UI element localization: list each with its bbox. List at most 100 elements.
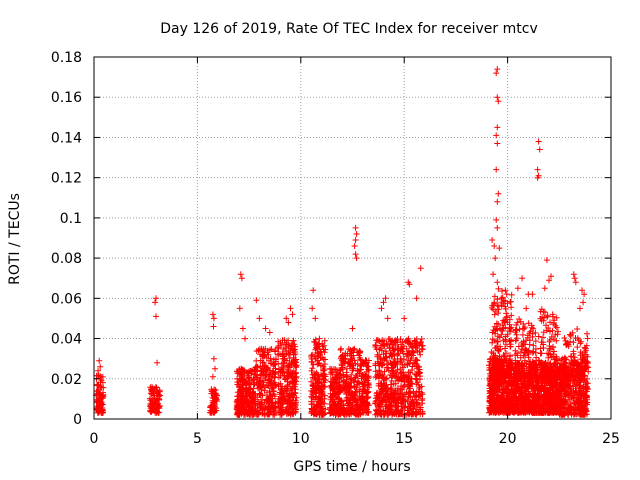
data-point (243, 381, 250, 388)
data-point (332, 366, 338, 373)
data-point (153, 295, 159, 302)
data-point (360, 397, 367, 404)
data-point (313, 393, 319, 400)
data-point (359, 393, 366, 400)
data-point (340, 355, 347, 362)
data-point (151, 404, 158, 411)
data-point (265, 377, 272, 384)
data-point (349, 325, 356, 332)
data-point (272, 347, 279, 354)
data-point (210, 355, 217, 362)
data-point (209, 373, 216, 380)
data-point (337, 404, 344, 410)
data-point (289, 397, 296, 404)
data-point (153, 313, 159, 320)
data-point (264, 347, 271, 354)
y-axis-label: ROTI / TECUs (7, 193, 23, 285)
data-point (285, 372, 292, 378)
data-point (253, 297, 260, 304)
data-point (327, 393, 334, 400)
data-point (351, 243, 358, 249)
data-point (309, 359, 316, 366)
data-point (285, 408, 292, 414)
data-point (209, 397, 216, 404)
data-point (210, 323, 217, 330)
x-tick-label: 15 (395, 431, 413, 447)
data-point (247, 399, 254, 406)
data-point (262, 375, 269, 381)
data-point (315, 340, 322, 347)
data-point (99, 409, 106, 416)
data-point (315, 372, 322, 379)
y-tick-label: 0.04 (51, 332, 82, 348)
data-point (239, 403, 246, 410)
data-point (365, 402, 372, 409)
data-point (282, 341, 288, 348)
data-point (362, 404, 369, 411)
data-point (242, 378, 249, 385)
data-point (275, 383, 282, 390)
data-point (359, 407, 366, 414)
data-point (352, 237, 359, 243)
data-point (210, 315, 217, 322)
data-point (353, 397, 360, 404)
data-point (271, 409, 278, 416)
data-point (260, 379, 267, 386)
data-point (309, 394, 315, 401)
data-point (381, 357, 387, 364)
data-point (262, 325, 269, 332)
x-tick-label: 10 (292, 431, 310, 447)
data-point (343, 374, 350, 381)
data-point (153, 395, 160, 402)
data-point (250, 397, 257, 404)
data-point (309, 382, 316, 388)
data-point (234, 368, 240, 375)
data-point (321, 392, 328, 399)
x-tick-label: 0 (90, 431, 99, 447)
data-point (327, 371, 334, 378)
data-point (258, 372, 264, 379)
data-point (243, 407, 250, 414)
data-point (365, 389, 371, 396)
data-point (310, 401, 317, 408)
data-point (263, 396, 270, 403)
data-point (331, 390, 338, 397)
data-point (318, 379, 325, 386)
data-point (290, 379, 297, 386)
data-point (375, 375, 382, 382)
data-point (290, 368, 297, 374)
data-point (289, 311, 296, 318)
data-point (275, 360, 282, 367)
data-point (265, 411, 272, 418)
data-point (348, 347, 355, 354)
data-points (93, 66, 592, 418)
data-point (279, 355, 286, 362)
data-point (98, 400, 104, 407)
data-point (262, 384, 269, 391)
data-point (266, 329, 273, 336)
data-point (328, 404, 335, 411)
data-point (293, 356, 299, 363)
data-point (321, 400, 328, 407)
data-point (356, 352, 362, 359)
data-point (317, 387, 324, 394)
data-point (342, 350, 349, 357)
data-point (272, 393, 278, 400)
data-point (286, 361, 293, 368)
data-point (352, 251, 359, 258)
data-point (239, 392, 246, 399)
data-point (239, 325, 246, 332)
data-point (242, 335, 248, 342)
data-point (308, 378, 315, 385)
y-tick-label: 0.02 (51, 372, 82, 388)
data-point (293, 362, 300, 369)
data-point (330, 396, 337, 403)
data-point (357, 348, 364, 355)
data-point (277, 351, 283, 357)
data-point (287, 305, 294, 312)
chart-title: Day 126 of 2019, Rate Of TEC Index for r… (160, 21, 537, 37)
data-point (258, 345, 265, 352)
data-point (264, 389, 270, 396)
data-point (235, 408, 242, 415)
y-tick-label: 0.16 (51, 90, 82, 106)
